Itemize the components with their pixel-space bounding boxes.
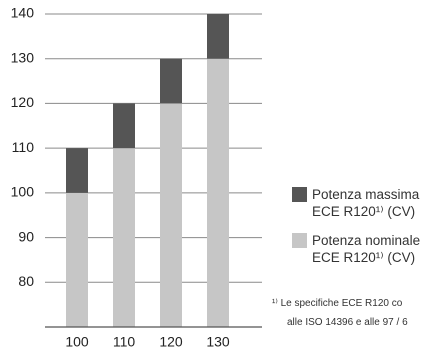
y-tick-label: 130 [11,49,35,65]
footnote: alle ISO 14396 e alle 97 / 6 [287,317,408,328]
y-tick-label: 90 [18,228,34,244]
legend-label: Potenza nominale ECE R120¹⁾ (CV) [312,233,421,265]
bar-segment [160,103,182,327]
footnote: ¹⁾ Le specifiche ECE R120 co [272,298,403,309]
bar-segment [113,148,135,327]
legend-label: Potenza massima ECE R120¹⁾ (CV) [312,187,420,219]
x-tick-label: 130 [206,334,230,350]
x-tick-label: 110 [113,334,136,350]
bar-segment [160,58,182,104]
legend-swatch [292,187,307,202]
y-tick-label: 80 [18,273,34,289]
y-tick-label: 140 [11,5,35,21]
x-tick-label: 100 [65,334,89,350]
y-tick-label: 120 [11,94,35,110]
legend-swatch [292,233,307,248]
bar-segment [207,58,229,327]
bar-segment [66,148,88,193]
y-tick-label: 100 [11,184,35,200]
x-tick-label: 120 [159,334,183,350]
bar-segment [66,192,88,327]
y-tick-label: 110 [12,139,35,155]
bar-segment [207,14,229,59]
bar-segment [113,103,135,149]
